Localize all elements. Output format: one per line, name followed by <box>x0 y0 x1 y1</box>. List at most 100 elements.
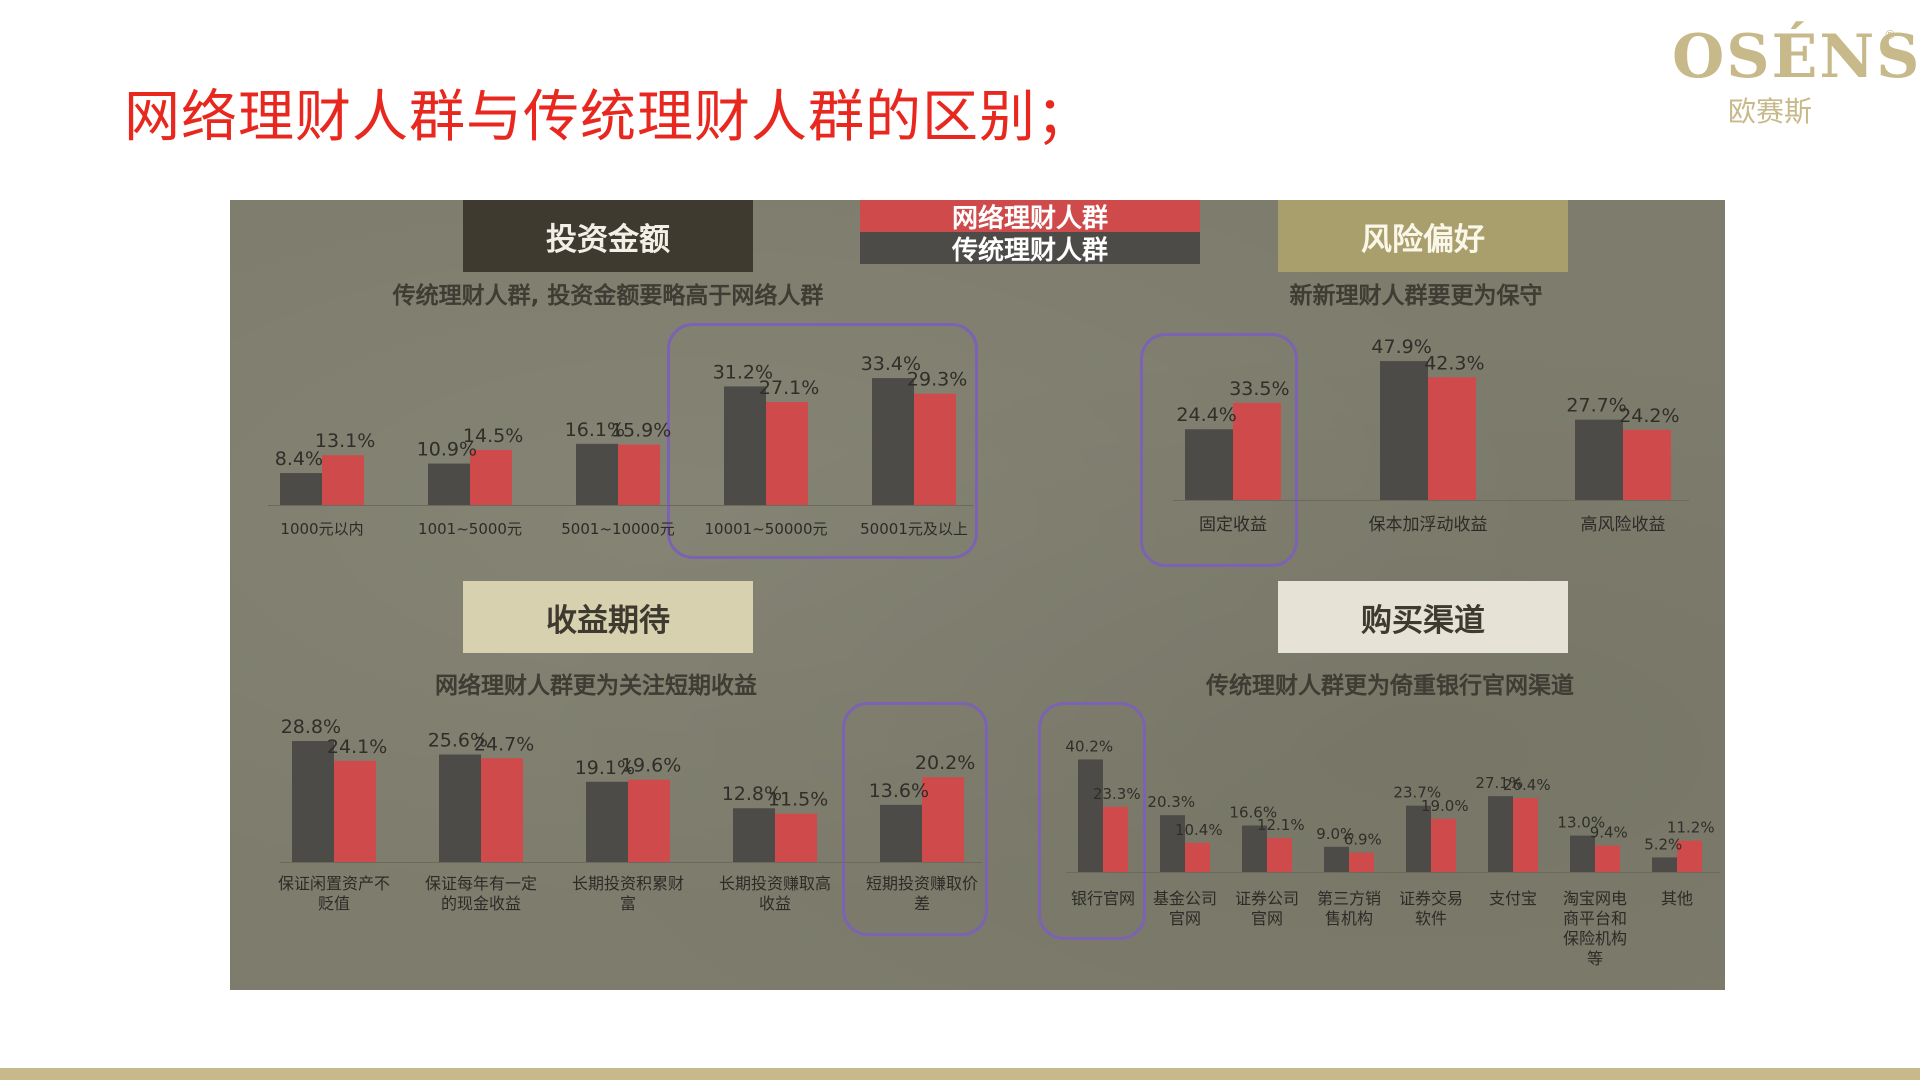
expectation-value-traditional: 13.6% <box>869 780 929 802</box>
legend: 网络理财人群 传统理财人群 <box>860 200 1200 266</box>
channel-value-online: 23.3% <box>1093 785 1141 803</box>
expectation-value-traditional: 19.1% <box>575 757 635 779</box>
investment-bar-online <box>322 455 364 505</box>
risk-bar-online <box>1623 429 1671 500</box>
investment-bar-online <box>914 393 956 505</box>
investment-value-traditional: 31.2% <box>713 361 773 383</box>
channel-category-label: 商平台和 <box>1563 909 1627 928</box>
channel-bar-traditional <box>1406 805 1431 872</box>
channel-category-label: 证券交易 <box>1399 889 1463 908</box>
expectation-bar-online <box>775 813 817 862</box>
channel-category-label: 第三方销 <box>1317 889 1381 908</box>
channel-bar-traditional <box>1570 835 1595 872</box>
channel-value-online: 10.4% <box>1175 821 1223 839</box>
legend-online: 网络理财人群 <box>860 200 1200 234</box>
channel-bar-online <box>1431 818 1456 872</box>
charts-canvas: 8.4%13.1% 1000元以内 10.9%14.5% 1001~5000元 16.1… <box>268 336 1720 968</box>
expectation-bar-online <box>628 779 670 862</box>
channel-value-traditional: 20.3% <box>1147 793 1195 811</box>
expectation-subtitle: 网络理财人群更为关注短期收益 <box>435 673 757 699</box>
risk-bar-online <box>1428 377 1476 500</box>
expectation-category-label: 长期投资积累财 <box>572 874 684 893</box>
expectation-bar-online <box>922 777 964 862</box>
logo-wordmark: OSÉNS <box>1672 22 1920 92</box>
channel-value-traditional: 9.0% <box>1316 825 1354 843</box>
expectation-category-label: 差 <box>914 894 930 913</box>
channel-category-label: 保险机构 <box>1563 929 1627 948</box>
channel-bar-online <box>1595 845 1620 872</box>
channel-value-traditional: 27.1% <box>1475 774 1523 792</box>
channel-category-label: 等 <box>1587 949 1603 968</box>
channel-bar-online <box>1349 852 1374 872</box>
channel-bar-online <box>1103 806 1128 872</box>
investment-category-label: 1001~5000元 <box>418 520 522 538</box>
investment-category-label: 10001~50000元 <box>704 520 827 538</box>
expectation-bar-traditional <box>880 804 922 862</box>
risk-value-traditional: 47.9% <box>1371 336 1431 358</box>
logo-registered-mark: ® <box>1884 28 1896 42</box>
channel-bar-online <box>1185 842 1210 872</box>
channel-category-label: 官网 <box>1251 909 1283 928</box>
page-title: 网络理财人群与传统理财人群的区别； <box>124 85 1093 150</box>
highlight-risk <box>1140 333 1298 567</box>
expectation-category-label: 富 <box>620 894 636 913</box>
channel-section-title: 购买渠道 <box>1278 581 1568 653</box>
channel-value-online: 6.9% <box>1344 831 1382 849</box>
risk-category-label: 保本加浮动收益 <box>1369 515 1488 535</box>
risk-subtitle: 新新理财人群要更为保守 <box>1289 283 1543 309</box>
risk-bar-traditional <box>1380 361 1428 500</box>
investment-bar-traditional <box>428 463 470 505</box>
channel-bar-traditional <box>1652 857 1677 872</box>
channel-value-traditional: 13.0% <box>1557 814 1605 832</box>
channel-category-label: 基金公司 <box>1153 889 1217 908</box>
channel-value-traditional: 5.2% <box>1644 835 1682 853</box>
investment-bar-traditional <box>724 386 766 505</box>
channel-subtitle: 传统理财人群更为倚重银行官网渠道 <box>1206 673 1574 699</box>
risk-bar-traditional <box>1185 429 1233 500</box>
footer-bar <box>0 1068 1920 1080</box>
channel-bar-traditional <box>1324 846 1349 872</box>
investment-bar-traditional <box>576 443 618 505</box>
investment-category-label: 5001~10000元 <box>561 520 674 538</box>
investment-value-online: 13.1% <box>315 430 375 452</box>
channel-bar-online <box>1677 840 1702 872</box>
risk-category-label: 固定收益 <box>1199 515 1267 535</box>
expectation-value-online: 24.1% <box>327 736 387 758</box>
legend-traditional: 传统理财人群 <box>860 232 1200 266</box>
risk-value-traditional: 24.4% <box>1176 404 1236 426</box>
expectation-category-label: 长期投资赚取高 <box>719 874 831 893</box>
channel-value-online: 9.4% <box>1590 824 1628 842</box>
risk-value-traditional: 27.7% <box>1566 395 1626 417</box>
expectation-value-traditional: 25.6% <box>428 729 488 751</box>
highlight-channel <box>1038 702 1146 940</box>
investment-value-traditional: 33.4% <box>861 353 921 375</box>
channel-category-label: 官网 <box>1169 909 1201 928</box>
channel-value-traditional: 23.7% <box>1393 784 1441 802</box>
channel-value-online: 19.0% <box>1421 797 1469 815</box>
expectation-bar-online <box>481 758 523 862</box>
channel-category-label: 支付宝 <box>1489 889 1537 908</box>
channel-category-label: 其他 <box>1661 889 1693 908</box>
risk-value-online: 33.5% <box>1229 378 1289 400</box>
investment-subtitle: 传统理财人群, 投资金额要略高于网络人群 <box>392 283 824 309</box>
channel-category-label: 售机构 <box>1325 909 1373 928</box>
expectation-category-label: 收益 <box>759 894 791 913</box>
investment-bar-traditional <box>872 378 914 505</box>
expectation-value-traditional: 28.8% <box>281 716 341 738</box>
investment-bar-online <box>470 449 512 505</box>
investment-bar-online <box>618 444 660 505</box>
investment-bar-online <box>766 402 808 505</box>
investment-value-traditional: 8.4% <box>275 448 323 470</box>
channel-value-online: 26.4% <box>1503 776 1551 794</box>
channel-bar-traditional <box>1078 759 1103 872</box>
channel-category-label: 淘宝网电 <box>1563 889 1627 908</box>
channel-category-label: 银行官网 <box>1071 889 1135 908</box>
risk-section-title: 风险偏好 <box>1278 200 1568 272</box>
investment-value-online: 27.1% <box>759 377 819 399</box>
highlight-investment <box>667 323 978 559</box>
expectation-bar-online <box>334 760 376 862</box>
investment-section-title: 投资金额 <box>463 200 753 272</box>
expectation-bar-traditional <box>439 754 481 862</box>
expectation-value-online: 20.2% <box>915 752 975 774</box>
expectation-value-online: 24.7% <box>474 733 534 755</box>
